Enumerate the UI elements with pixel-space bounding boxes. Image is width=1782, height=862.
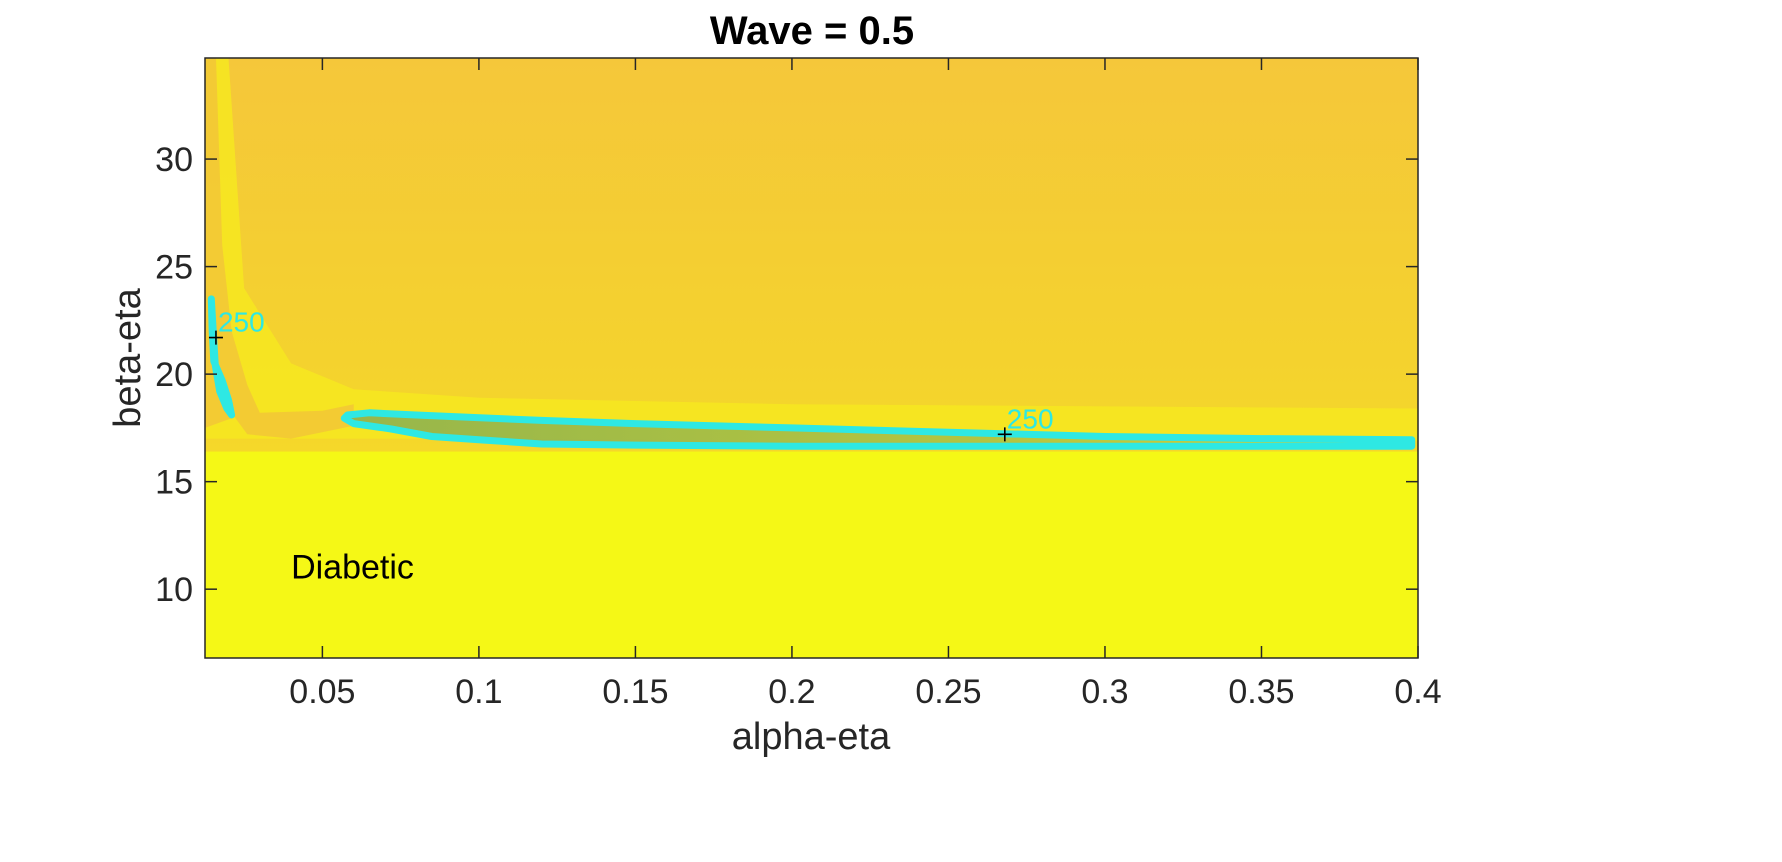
x-tick-label: 0.1 (455, 673, 502, 711)
x-tick-label: 0.25 (915, 673, 981, 711)
contour-label-0: 250 (218, 307, 265, 338)
plot-area: 250 250 (204, 57, 1419, 659)
x-tick-label: 0.15 (602, 673, 668, 711)
x-tick-label: 0.2 (768, 673, 815, 711)
y-tick-label: 15 (155, 464, 193, 502)
chart-title: Wave = 0.5 (710, 9, 914, 53)
heatmap-low-region (205, 451, 1418, 658)
x-axis-label: alpha-eta (732, 716, 891, 758)
x-tick-label: 0.05 (289, 673, 355, 711)
contour-line-1 (340, 409, 1416, 450)
contour-line-0 (207, 295, 236, 419)
x-tick-label: 0.4 (1394, 673, 1441, 711)
x-tick-label: 0.35 (1228, 673, 1294, 711)
y-tick-label: 10 (155, 571, 193, 609)
y-tick-label: 20 (155, 356, 193, 394)
contour-label-marker-0 (208, 330, 223, 345)
y-axis-label: beta-eta (107, 287, 149, 427)
contour-lines: 250 250 (207, 295, 1416, 450)
contour-label-marker-1 (997, 427, 1012, 442)
y-axis: 10 15 20 25 30 (155, 141, 1418, 609)
y-tick-label: 30 (155, 141, 193, 179)
x-tick-label: 0.3 (1081, 673, 1128, 711)
annotation-diabetic: Diabetic (291, 548, 414, 586)
plot-frame (204, 57, 1419, 659)
heatmap-ridge-band (205, 58, 1418, 441)
x-axis: 0.05 0.1 0.15 0.2 0.25 0.3 0.35 0.4 (289, 58, 1442, 711)
y-tick-label: 25 (155, 249, 193, 287)
contour-label-1: 250 (1007, 403, 1054, 434)
